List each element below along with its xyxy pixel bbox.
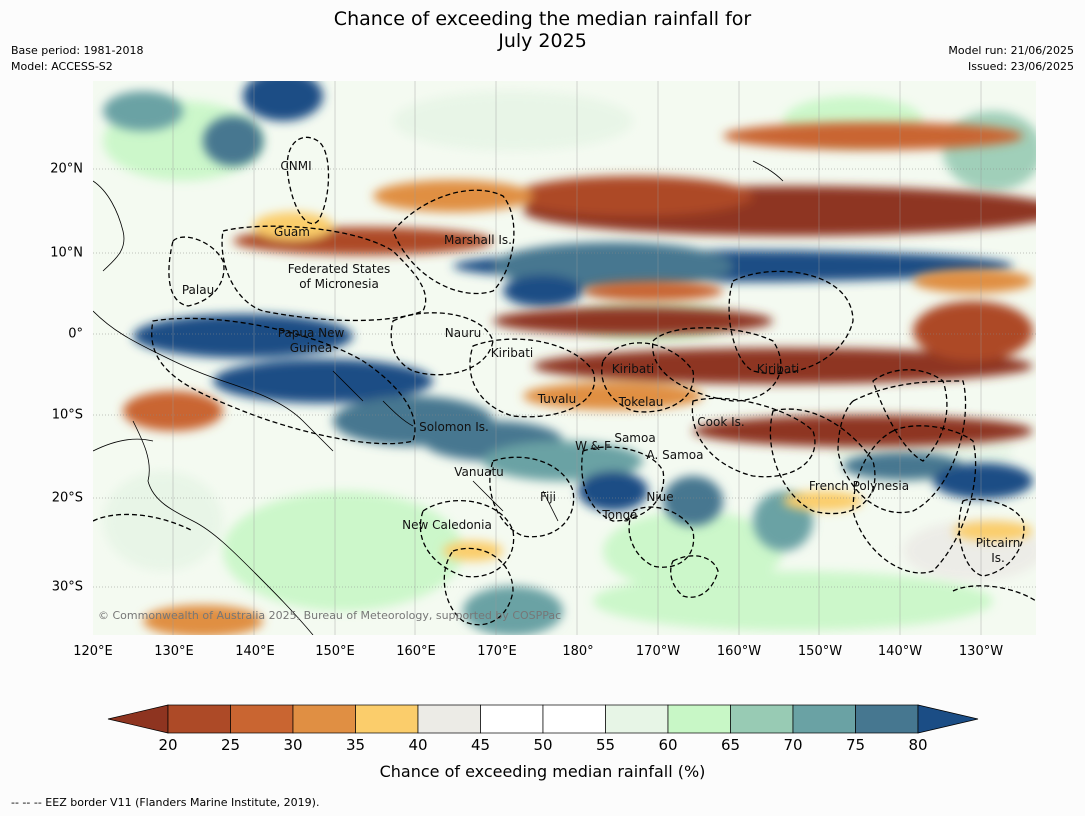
lon-tick: 180° [562,644,594,659]
region-label: French Polynesia [808,479,910,493]
colorbar-tick-label: 35 [345,736,366,754]
region-label: Tuvalu [537,392,577,406]
model-name: Model: ACCESS-S2 [11,60,113,73]
lon-tick: 150°E [315,644,355,659]
lat-tick: 10°N [50,245,83,261]
region-label: Vanuatu [454,465,504,479]
region-label: Kiribati [490,346,534,360]
region-label: Palau [181,283,215,297]
region-label: Is. [991,551,1005,565]
meta-left: Base period: 1981-2018 Model: ACCESS-S2 [11,43,143,75]
colorbar-extend-high [917,704,979,734]
issued-date: Issued: 23/06/2025 [967,60,1074,73]
lat-tick: 20°N [50,161,83,177]
region-label: Solomon Is. [419,420,489,434]
colorbar-extend-low [107,704,169,734]
colorbar-cell [167,704,231,734]
eez-borders [93,136,1036,626]
colorbar-cell [792,704,856,734]
lon-tick: 120°E [73,644,113,659]
lat-tick: 20°S [51,490,83,506]
colorbar-tick-label: 60 [658,736,678,754]
region-label: W & F [575,439,611,453]
title-line-1: Chance of exceeding the median rainfall … [333,8,752,30]
region-label: Pitcairn [975,536,1021,550]
region-label: Cook Is. [697,415,745,429]
colorbar-cell [667,704,731,734]
colorbar-cell [855,704,919,734]
region-label: Niue [646,490,674,504]
colorbar-tick-label: 30 [283,736,303,754]
region-label: Federated States [287,262,391,276]
copyright-notice: © Commonwealth of Australia 2025, Bureau… [98,609,562,622]
colorbar-cell [605,704,669,734]
colorbar-cell [417,704,481,734]
colorbar-tick-label: 45 [470,736,491,754]
region-label: Tonga [602,508,638,522]
meta-right: Model run: 21/06/2025 Issued: 23/06/2025 [948,43,1074,75]
region-label: Tokelau [618,395,664,409]
region-label: Fiji [539,490,557,504]
colorbar-tick-label: 70 [783,736,803,754]
region-label: Marshall Is. [444,233,512,247]
chart-title: Chance of exceeding the median rainfall … [0,8,1085,52]
region-label: Nauru [444,326,482,340]
lon-tick: 130°W [958,644,1004,659]
region-label: CNMI [280,159,312,173]
colorbar-cell [230,704,294,734]
colorbar-cell [542,704,606,734]
lat-tick: 10°S [51,407,83,423]
base-period: Base period: 1981-2018 [11,44,144,57]
lon-tick: 140°W [877,644,923,659]
region-label: of Micronesia [299,277,379,291]
lon-tick: 170°W [635,644,681,659]
colorbar-tick-label: 40 [408,736,428,754]
colorbar-tick-label: 80 [908,736,928,754]
region-label: Guam [274,225,310,239]
region-label: Guinea [289,341,333,355]
lon-tick: 160°E [396,644,436,659]
colorbar-tick-label: 25 [220,736,241,754]
footnote: -- -- -- EEZ border V11 (Flanders Marine… [11,796,320,809]
region-label: Kiribati [756,362,800,376]
region-label: Samoa [614,431,656,445]
lon-tick: 160°W [716,644,762,659]
colorbar-cell [292,704,356,734]
colorbar [107,704,979,734]
colorbar-tick-label: 20 [158,736,178,754]
colorbar-cell [730,704,794,734]
lon-tick: 170°E [477,644,517,659]
region-label: New Caledonia [402,518,492,532]
colorbar-tick-label: 75 [845,736,866,754]
colorbar-title: Chance of exceeding median rainfall (%) [379,762,706,781]
coastlines [93,160,784,635]
rainfall-map [93,81,1036,635]
title-line-2: July 2025 [498,30,587,52]
lon-tick: 130°E [154,644,194,659]
region-label: Papua New [277,326,345,340]
lon-tick: 140°E [235,644,275,659]
model-run: Model run: 21/06/2025 [948,44,1074,57]
lon-tick: 150°W [797,644,843,659]
colorbar-cell [355,704,419,734]
colorbar-tick-label: 55 [595,736,616,754]
region-label: Kiribati [611,362,655,376]
colorbar-cell [480,704,544,734]
colorbar-tick-label: 65 [720,736,741,754]
lat-tick: 0° [68,326,83,342]
colorbar-tick-label: 50 [533,736,553,754]
graticule [93,168,1036,588]
map-canvas [93,81,1036,635]
region-label: A. Samoa [646,448,704,462]
lat-tick: 30°S [51,579,83,595]
